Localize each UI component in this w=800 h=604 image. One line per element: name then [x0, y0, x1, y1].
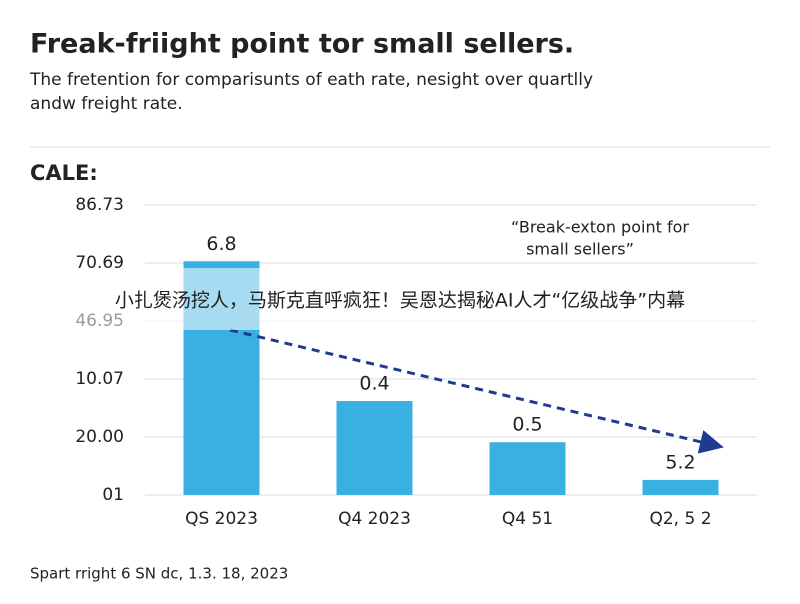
y-axis-label: CALE: — [30, 161, 98, 185]
bar — [642, 479, 719, 495]
chart-title: Freak-friight point tor small sellers. — [30, 29, 574, 60]
bar-text: 0.5 — [512, 414, 542, 436]
x-tick-label: QS 2023 — [185, 509, 258, 529]
chart-subtitle: andw freight rate. — [30, 94, 183, 114]
overlay: 小扎煲汤挖人，马斯克直呼疯狂！吴恩达揭秘AI人才“亿级战争”内幕 — [0, 268, 800, 454]
trend-arrow — [229, 328, 724, 454]
bar — [336, 401, 413, 495]
bar-text: 5.2 — [665, 451, 695, 473]
overlay-caption: 小扎煲汤挖人，马斯克直呼疯狂！吴恩达揭秘AI人才“亿级战争”内幕 — [115, 290, 685, 312]
bar-text: 6.8 — [206, 233, 236, 255]
annotation: “Break-exton point for — [511, 218, 689, 237]
bar — [489, 442, 566, 495]
footer: Spart rright 6 SN dc, 1.3. 18, 2023 — [30, 565, 288, 583]
x-tick-label: Q4 51 — [502, 509, 553, 529]
x-tick-label: Q4 2023 — [338, 509, 411, 529]
x-tick-label: Q2, 5 2 — [649, 509, 711, 529]
y-tick-label: 20.00 — [75, 427, 124, 447]
y-tick-label: 10.07 — [75, 369, 124, 389]
annotation: small sellers” — [526, 240, 634, 259]
bar-text: 0.4 — [359, 373, 389, 395]
y-tick-label: 01 — [102, 485, 124, 505]
chart-subtitle: The fretention for comparisunts of eath … — [29, 70, 593, 90]
y-tick-label: 86.73 — [75, 195, 124, 215]
caption-band — [0, 268, 800, 330]
